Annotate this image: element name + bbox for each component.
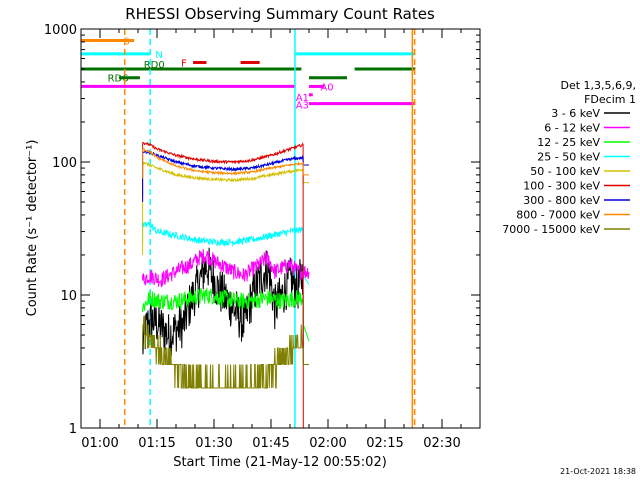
series-line [142,249,310,288]
legend-entry-label: 50 - 100 keV [530,165,600,178]
data-series [142,141,310,429]
state-bar-label: RD0 [144,60,165,71]
legend-entry-label: 7000 - 15000 keV [502,223,600,236]
series-line [142,161,309,255]
x-tick-label: 01:30 [195,436,232,451]
state-bar-label: RD6 [108,74,129,85]
legend-entry-label: 300 - 800 keV [523,194,600,207]
x-tick-label: 01:00 [81,436,118,451]
state-bar-label: A0 [320,82,333,93]
series-line [142,315,309,389]
x-tick-label: 01:45 [252,436,289,451]
series-line [142,287,310,342]
series-line [142,148,309,179]
y-axis-label: Count Rate (s⁻¹ detector⁻¹) [25,140,40,317]
y-tick-label: 1000 [44,23,77,38]
series-line [142,247,309,365]
legend-entry-label: 25 - 50 keV [537,151,600,164]
legend-header: FDecim 1 [584,93,636,106]
chart-title: RHESSI Observing Summary Count Rates [125,5,435,23]
legend-header: Det 1,3,5,6,9, [560,79,636,92]
legend: Det 1,3,5,6,9,FDecim 13 - 6 keV 6 - 12 ke… [502,79,636,236]
axes: 1 10 100 1000 01:00 01:15 01:30 01:45 02:00 02:15… [44,23,481,451]
legend-entry-label: 6 - 12 keV [544,122,600,135]
x-tick-label: 02:00 [309,436,346,451]
attenuator-lines [123,29,416,428]
series-line [142,221,310,285]
y-tick-label: 1 [69,422,77,437]
x-axis-label: Start Time (21-May-12 00:55:02) [173,455,387,470]
series-line [142,141,309,429]
footer-timestamp: 21-Oct-2021 18:38 [560,467,636,476]
series-line [142,149,309,202]
legend-entry-label: 800 - 7000 keV [516,209,600,222]
state-bar-label: N [155,50,162,61]
y-tick-label: 100 [52,156,77,171]
legend-entry-label: 3 - 6 keV [551,107,600,120]
plot-frame [80,28,481,429]
state-bar-label: F [181,58,187,69]
legend-entry-label: 100 - 300 keV [523,180,600,193]
x-tick-label: 02:15 [366,436,403,451]
state-bar-label: A1 [296,93,309,104]
state-bar-label: A3 [296,101,309,112]
y-tick-label: 10 [60,289,77,304]
x-tick-label: 02:30 [423,436,460,451]
legend-entry-label: 12 - 25 keV [537,136,600,149]
x-tick-label: 01:15 [138,436,175,451]
state-bar-label: S [123,36,129,47]
